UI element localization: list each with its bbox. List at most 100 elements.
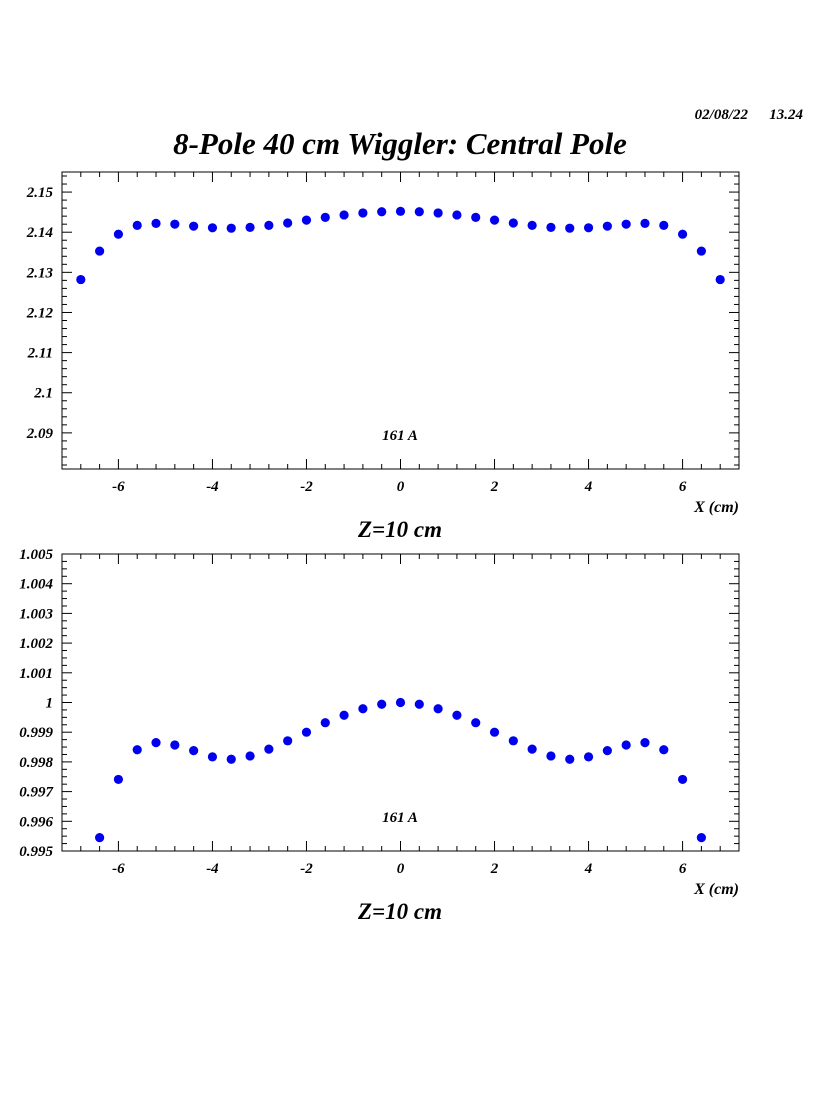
y-tick-label: 0.998 xyxy=(19,755,53,771)
data-point xyxy=(471,212,481,222)
y-tick-label: 2.12 xyxy=(26,305,54,321)
data-point xyxy=(395,697,406,708)
data-point xyxy=(452,210,462,220)
plot-frame xyxy=(61,171,740,470)
data-point xyxy=(602,746,612,756)
current-annotation: 161 A xyxy=(382,810,418,826)
data-point xyxy=(132,220,142,230)
data-point xyxy=(226,223,236,233)
data-point xyxy=(659,745,669,755)
data-point xyxy=(414,207,424,217)
data-point xyxy=(489,215,500,225)
chart-panel-bottom: -6 -4 -2 0 2 4 6 0.995 0.996 0.997 0.998 0.999 1 1.00… xyxy=(19,547,740,924)
data-point xyxy=(640,218,650,228)
data-point xyxy=(621,740,631,750)
x-tick-label: -6 xyxy=(112,479,125,495)
data-point xyxy=(677,774,688,785)
data-point xyxy=(696,246,706,256)
data-point xyxy=(583,223,594,233)
data-point xyxy=(414,699,424,709)
data-point xyxy=(358,704,368,714)
x-tick-label: -2 xyxy=(300,861,313,877)
y-tick-label: 2.09 xyxy=(26,426,54,442)
data-point xyxy=(95,833,105,843)
data-point xyxy=(301,727,312,737)
plot-time: 13.24 xyxy=(769,107,803,123)
y-tick-label: 1.001 xyxy=(19,666,53,682)
y-tick-label: 0.995 xyxy=(19,844,53,860)
data-point xyxy=(264,744,274,754)
y-tick-label: 2.15 xyxy=(26,185,54,201)
data-point xyxy=(452,710,462,720)
plot-date: 02/08/22 xyxy=(695,107,749,123)
x-tick-label: 4 xyxy=(584,861,593,877)
x-axis-label: X (cm) xyxy=(693,881,739,898)
y-tick-label: 2.14 xyxy=(26,225,54,241)
x-tick-label: 2 xyxy=(490,861,499,877)
x-tick-label: 0 xyxy=(397,861,405,877)
y-tick-label: 2.11 xyxy=(27,346,53,362)
data-point xyxy=(207,223,218,233)
data-point xyxy=(226,754,236,764)
x-tick-label: -4 xyxy=(206,861,219,877)
data-point xyxy=(602,221,612,231)
current-annotation: 161 A xyxy=(382,428,418,444)
data-point xyxy=(508,736,518,746)
data-point xyxy=(301,215,312,225)
data-point xyxy=(264,220,274,230)
x-tick-label: -4 xyxy=(206,479,219,495)
x-tick-label: 0 xyxy=(397,479,405,495)
plot-caption: Z=10 cm xyxy=(357,517,442,542)
y-tick-label: 0.997 xyxy=(19,785,53,801)
y-tick-label: 2.1 xyxy=(33,386,53,402)
data-point xyxy=(527,744,537,754)
x-axis-label: X (cm) xyxy=(693,499,739,516)
data-point xyxy=(527,220,537,230)
y-tick-label: 1.005 xyxy=(19,547,53,563)
x-tick-label: -6 xyxy=(112,861,125,877)
x-tick-label: 2 xyxy=(490,479,499,495)
data-point xyxy=(170,740,180,750)
data-point xyxy=(151,737,161,748)
data-point xyxy=(395,206,406,216)
y-tick-label: 1.003 xyxy=(19,606,53,622)
data-point xyxy=(377,699,387,709)
x-tick-label: 6 xyxy=(679,861,687,877)
data-point xyxy=(283,218,293,228)
data-point xyxy=(471,718,481,728)
data-point xyxy=(320,212,330,222)
data-point xyxy=(677,229,688,239)
data-point xyxy=(659,220,669,230)
data-point xyxy=(358,208,368,218)
y-tick-label: 0.996 xyxy=(19,814,53,830)
plot-title: 8-Pole 40 cm Wiggler: Central Pole xyxy=(173,126,627,161)
data-point xyxy=(377,207,387,217)
data-point xyxy=(189,746,199,756)
y-tick-label: 2.13 xyxy=(26,265,54,281)
data-point xyxy=(283,736,293,746)
data-point xyxy=(170,219,180,229)
data-point xyxy=(489,727,500,737)
data-point xyxy=(640,737,650,748)
data-point xyxy=(508,218,518,228)
data-point xyxy=(207,752,218,762)
data-point xyxy=(320,718,330,728)
data-point xyxy=(621,219,631,229)
data-point xyxy=(95,246,105,256)
data-point xyxy=(565,223,575,233)
y-tick-label: 0.999 xyxy=(19,725,53,741)
data-point xyxy=(76,274,86,285)
data-point xyxy=(132,745,142,755)
data-point xyxy=(546,222,556,232)
y-tick-label: 1.004 xyxy=(19,577,53,593)
x-tick-label: 4 xyxy=(584,479,593,495)
data-point xyxy=(546,751,556,761)
data-point xyxy=(245,751,255,761)
y-tick-label: 1.002 xyxy=(19,636,53,652)
data-point xyxy=(245,222,255,232)
data-point xyxy=(339,710,349,720)
chart-panel-top: -6 -4 -2 0 2 4 6 2.09 2.1 2.11 2.12 2.13 2.14 2.15 161… xyxy=(26,171,740,542)
x-tick-label: 6 xyxy=(679,479,687,495)
plot-caption: Z=10 cm xyxy=(357,899,442,924)
